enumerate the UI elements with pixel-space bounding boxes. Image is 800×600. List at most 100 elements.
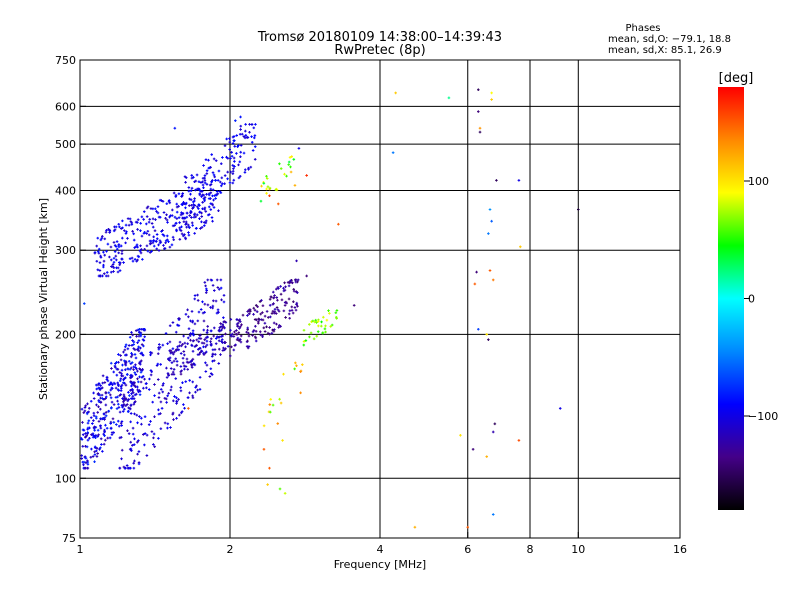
data-point <box>82 302 86 305</box>
data-point <box>459 434 462 437</box>
data-point <box>132 340 136 344</box>
data-point <box>149 351 152 354</box>
data-point <box>118 379 122 383</box>
data-point <box>233 160 236 163</box>
data-point <box>213 175 217 179</box>
data-point <box>150 250 153 253</box>
data-point <box>109 406 113 410</box>
data-point <box>198 217 201 220</box>
data-point <box>276 308 280 312</box>
data-point <box>174 194 178 197</box>
data-point <box>132 461 135 465</box>
data-point <box>122 350 125 354</box>
data-point <box>124 223 128 227</box>
data-point <box>104 391 108 394</box>
data-point <box>248 310 252 313</box>
data-point <box>191 319 195 323</box>
data-point <box>122 399 126 402</box>
data-point <box>116 266 120 270</box>
data-point <box>179 370 183 374</box>
data-point <box>87 419 91 423</box>
data-point <box>237 163 240 167</box>
data-point <box>140 422 143 426</box>
data-point <box>261 335 264 338</box>
data-point <box>142 386 145 390</box>
data-point <box>179 352 183 355</box>
data-point <box>237 176 241 180</box>
data-point <box>141 368 144 371</box>
data-point <box>203 196 207 199</box>
data-point <box>293 367 296 371</box>
data-point <box>204 336 208 340</box>
y-tick-label: 100 <box>55 472 76 485</box>
data-point <box>150 351 154 355</box>
data-point <box>223 144 227 148</box>
data-point <box>139 244 142 248</box>
data-point <box>173 350 176 354</box>
data-point <box>193 212 197 216</box>
data-point <box>205 363 209 367</box>
data-point <box>190 343 193 347</box>
data-point <box>180 225 183 229</box>
data-point <box>193 294 197 297</box>
data-point <box>101 397 104 400</box>
data-point <box>149 207 153 210</box>
data-point <box>191 357 195 361</box>
data-point <box>127 344 131 347</box>
data-point <box>215 190 219 193</box>
data-point <box>137 349 141 353</box>
data-point <box>219 286 223 290</box>
data-point <box>205 339 209 343</box>
data-point <box>288 309 292 313</box>
data-point <box>197 207 200 210</box>
data-point <box>96 392 100 396</box>
data-point <box>233 139 236 142</box>
data-point <box>248 123 251 126</box>
data-point <box>102 250 105 254</box>
data-point <box>177 205 180 208</box>
data-point <box>202 319 206 323</box>
data-point <box>140 343 144 346</box>
data-point <box>222 316 225 319</box>
data-point <box>153 394 156 397</box>
data-point <box>118 269 122 272</box>
data-point <box>155 247 159 251</box>
data-point <box>138 249 142 253</box>
data-point <box>115 258 118 262</box>
data-point <box>95 403 98 407</box>
data-point <box>143 443 146 447</box>
data-point <box>576 208 580 211</box>
data-point <box>124 397 128 400</box>
data-point <box>226 170 229 174</box>
data-point <box>86 438 90 442</box>
data-point <box>235 318 239 322</box>
data-point <box>277 287 280 290</box>
data-point <box>93 435 96 438</box>
data-point <box>268 326 271 329</box>
data-point <box>127 223 131 227</box>
data-point <box>204 345 207 349</box>
data-point <box>143 432 147 435</box>
data-point <box>156 378 160 381</box>
data-point <box>477 327 480 331</box>
data-point <box>214 342 218 345</box>
data-point <box>99 446 102 450</box>
data-point <box>85 434 89 437</box>
data-point <box>283 304 287 307</box>
data-point <box>192 203 195 206</box>
data-point <box>205 169 209 172</box>
data-point <box>204 361 207 365</box>
data-point <box>320 324 323 328</box>
data-point <box>186 342 189 346</box>
data-point <box>118 394 122 397</box>
data-point <box>212 173 216 177</box>
data-point <box>195 384 198 388</box>
data-point <box>143 335 146 339</box>
data-point <box>176 345 179 349</box>
data-point <box>270 331 274 335</box>
data-point <box>193 322 197 326</box>
data-point <box>232 348 236 352</box>
data-point <box>299 391 302 395</box>
data-point <box>253 158 257 161</box>
data-point <box>235 338 239 341</box>
